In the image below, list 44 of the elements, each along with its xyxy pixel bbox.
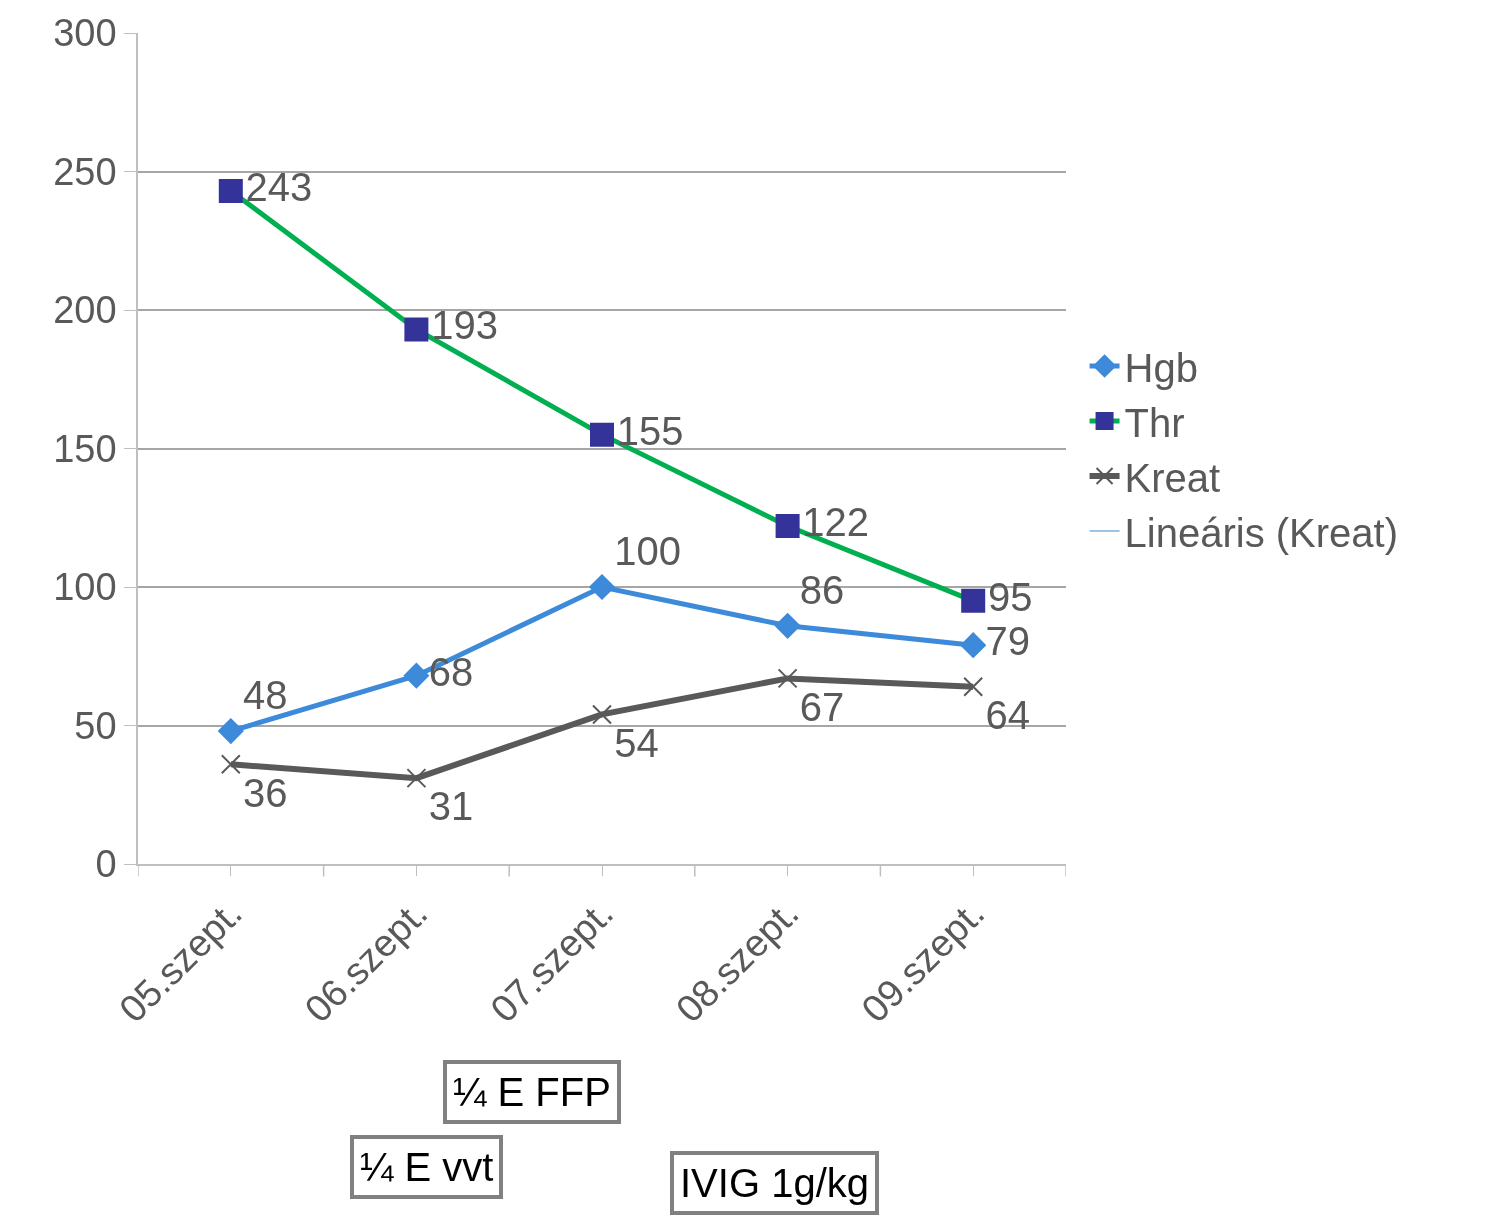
legend-label: Kreat: [1124, 455, 1221, 500]
point: [963, 676, 984, 697]
point: [592, 704, 612, 725]
legend-label: Lineáris (Kreat): [1124, 510, 1398, 555]
data-label: 100: [614, 528, 681, 573]
text: ¼ E FFP: [453, 1070, 611, 1114]
y-tick-label: 300: [53, 12, 117, 55]
point: [961, 588, 986, 613]
point: [775, 514, 800, 539]
point: [589, 574, 615, 600]
y-tick-label: 0: [95, 843, 117, 886]
text: IVIG 1g/kg: [680, 1161, 869, 1205]
y-tick-label: 50: [74, 704, 117, 747]
data-label: 36: [243, 770, 288, 815]
point: [218, 178, 243, 203]
y-tick-label: 250: [53, 150, 117, 193]
y-tick-label: 200: [53, 289, 117, 332]
point: [404, 317, 429, 342]
point: [218, 718, 244, 744]
point: [777, 668, 798, 689]
data-label: 48: [243, 672, 288, 717]
legend-label: Thr: [1124, 400, 1185, 445]
point: [403, 662, 430, 689]
data-label: 193: [431, 303, 498, 348]
point: [590, 422, 614, 447]
data-label: 54: [614, 720, 659, 765]
point: [774, 613, 801, 639]
data-label: 64: [985, 692, 1030, 737]
data-label: 79: [985, 619, 1030, 664]
y-tick-label: 150: [53, 427, 117, 470]
legend-label: Hgb: [1124, 345, 1198, 390]
data-label: 122: [802, 500, 870, 545]
data-label: 86: [799, 567, 845, 612]
data-label: 155: [616, 408, 684, 453]
point: [406, 768, 427, 789]
data-label: 95: [987, 574, 1033, 619]
data-label: 67: [799, 684, 845, 729]
point: [960, 632, 986, 658]
data-label: 243: [245, 164, 313, 209]
point: [220, 754, 241, 775]
text: ¼ E vvt: [360, 1145, 494, 1189]
y-tick-label: 100: [53, 566, 117, 609]
data-label: 31: [428, 784, 474, 829]
data-label: 68: [428, 649, 474, 694]
